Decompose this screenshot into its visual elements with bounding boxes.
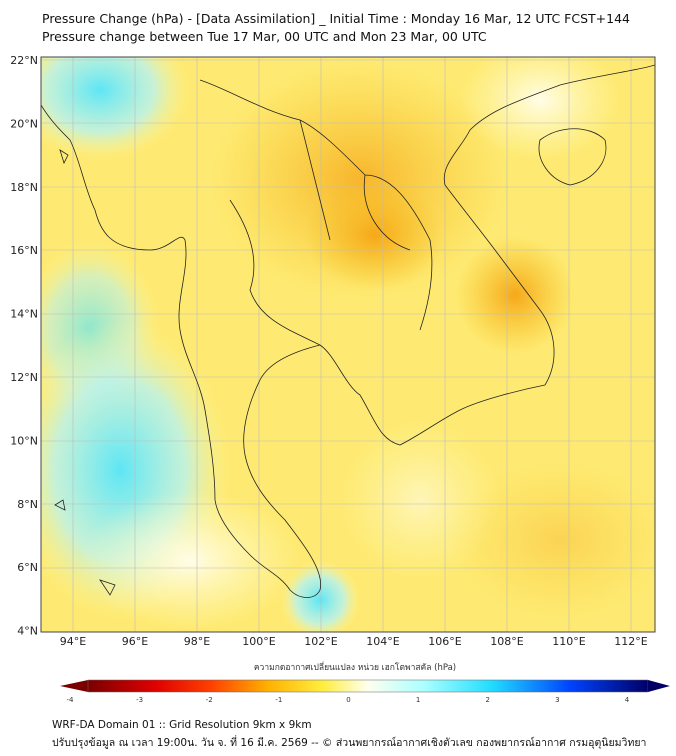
colorbar-tick-label: 4 — [625, 696, 630, 704]
colorbar-label: ความกดอากาศเปลี่ยนแปลง หน่วย เฮกโตพาสคัล… — [254, 661, 456, 673]
colorbar-tick-label: -1 — [275, 696, 282, 704]
lat-label: 8°N — [17, 498, 38, 511]
colorbar-tick-label: -4 — [67, 696, 75, 704]
colorbar-min-arrow — [60, 680, 88, 692]
colorbar-tick-label: 0 — [346, 696, 350, 704]
lon-label: 98°E — [184, 635, 210, 648]
lon-label: 94°E — [60, 635, 86, 648]
coastlines — [41, 64, 655, 598]
chart-subtitle: Pressure change between Tue 17 Mar, 00 U… — [42, 29, 487, 44]
footer-credit: ปรับปรุงข้อมูล ณ เวลา 19:00น. วัน จ. ที่… — [52, 737, 647, 749]
lat-label: 4°N — [17, 625, 38, 638]
lat-label: 22°N — [10, 54, 38, 67]
lon-label: 104°E — [366, 635, 399, 648]
lon-label: 96°E — [122, 635, 148, 648]
colorbar-tick-label: -2 — [206, 696, 213, 704]
colorbar — [87, 679, 649, 693]
lat-label: 18°N — [10, 181, 38, 194]
lon-label: 108°E — [490, 635, 523, 648]
lat-label: 10°N — [10, 434, 38, 447]
colorbar-tick-label: -3 — [136, 696, 143, 704]
lat-label: 14°N — [10, 308, 38, 321]
colorbar-tick-label: 1 — [416, 696, 420, 704]
colorbar-max-arrow — [648, 680, 670, 692]
lon-label: 102°E — [304, 635, 337, 648]
lon-label: 106°E — [428, 635, 461, 648]
lat-label: 20°N — [10, 117, 38, 130]
lat-label: 6°N — [17, 561, 38, 574]
chart-title: Pressure Change (hPa) - [Data Assimilati… — [42, 11, 630, 26]
colorbar-tick-label: 2 — [486, 696, 490, 704]
pressure-rise-area — [41, 57, 190, 160]
lon-label: 112°E — [614, 635, 647, 648]
graticule — [41, 57, 655, 632]
map-frame — [40, 56, 656, 633]
lat-label: 12°N — [10, 371, 38, 384]
footer-model-info: WRF-DA Domain 01 :: Grid Resolution 9km … — [52, 719, 312, 731]
lon-label: 100°E — [242, 635, 275, 648]
lon-label: 110°E — [552, 635, 585, 648]
colorbar-tick-label: 3 — [555, 696, 559, 704]
lat-label: 16°N — [10, 244, 38, 257]
